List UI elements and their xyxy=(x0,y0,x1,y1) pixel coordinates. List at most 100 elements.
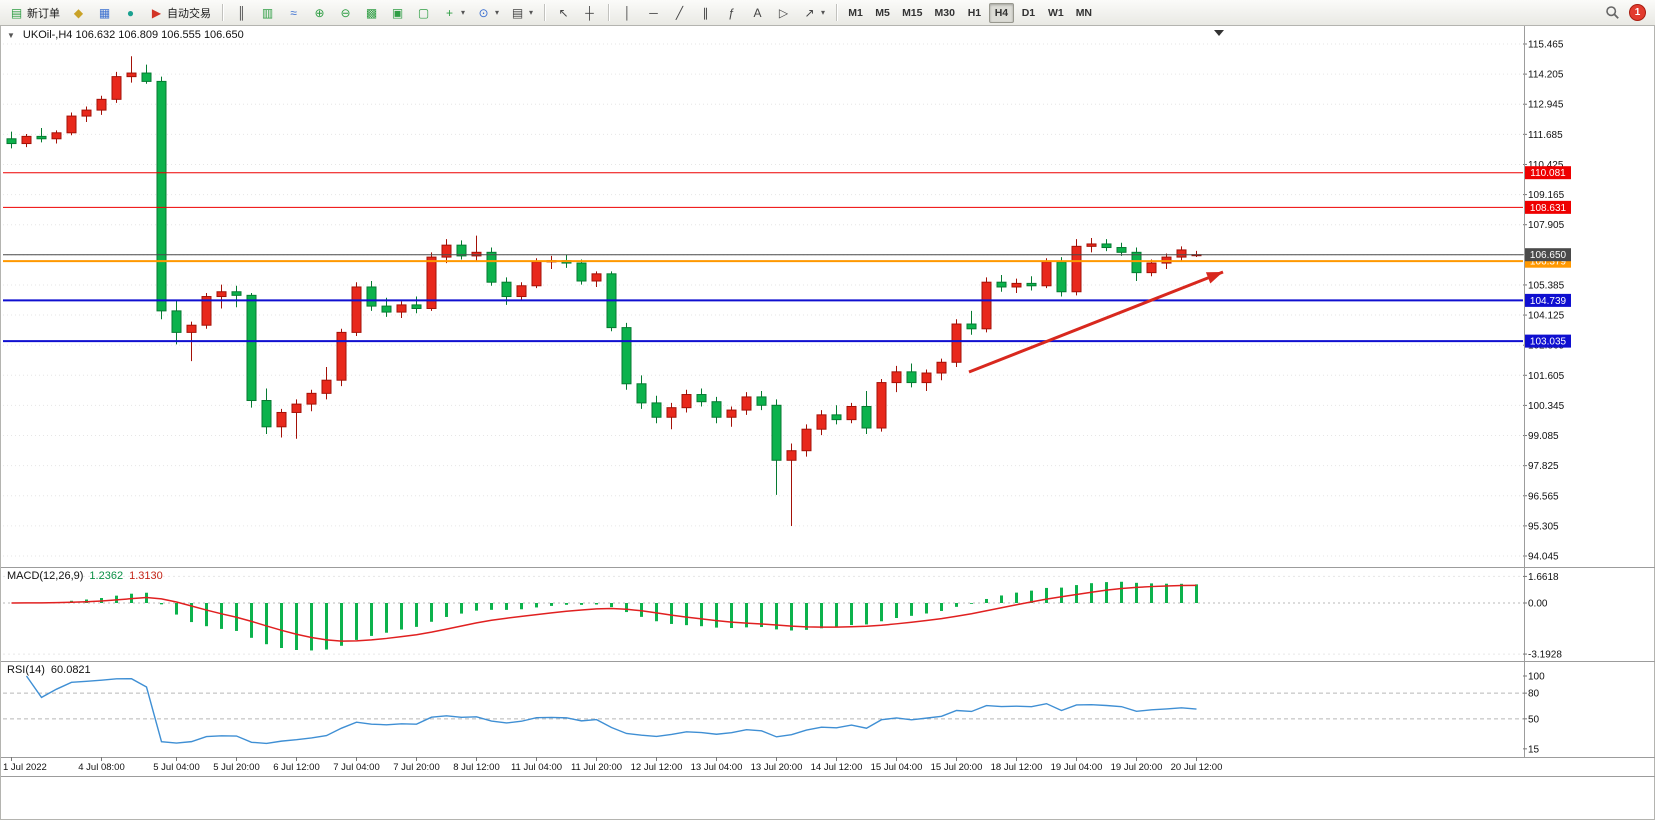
timeframe-button-h4[interactable]: H4 xyxy=(988,2,1014,23)
candle[interactable] xyxy=(906,371,917,384)
timeframe-button-d1[interactable]: D1 xyxy=(1016,3,1041,23)
macd-signal-line[interactable] xyxy=(11,584,1197,642)
candle[interactable] xyxy=(276,411,287,428)
cascade-windows-button[interactable]: ▢ xyxy=(411,3,436,23)
candle[interactable] xyxy=(591,273,602,282)
text-tool-button[interactable]: A xyxy=(745,3,770,23)
macd-histogram[interactable] xyxy=(12,581,1198,651)
candle[interactable] xyxy=(726,409,737,418)
candle[interactable] xyxy=(621,327,632,385)
crosshair-tool-button[interactable]: ┼ xyxy=(577,3,602,23)
candle[interactable] xyxy=(951,323,962,363)
candle[interactable] xyxy=(936,361,947,374)
candle[interactable] xyxy=(1101,243,1112,249)
fibonacci-tool-button[interactable]: ƒ xyxy=(719,3,744,23)
periods-button[interactable]: ⊙ ▾ xyxy=(471,3,504,23)
vertical-line-tool-button[interactable]: │ xyxy=(615,3,640,23)
candle[interactable] xyxy=(981,281,992,330)
cursor-tool-button[interactable]: ↖ xyxy=(551,3,576,23)
market-watch-button[interactable]: ◆ xyxy=(66,3,91,23)
candle[interactable] xyxy=(456,244,467,257)
timeframe-button-w1[interactable]: W1 xyxy=(1043,3,1069,23)
candle[interactable] xyxy=(666,407,677,418)
candle[interactable] xyxy=(291,403,302,413)
line-chart-mode-button[interactable]: ≈ xyxy=(281,3,306,23)
candle[interactable] xyxy=(1011,282,1022,288)
candle[interactable] xyxy=(21,135,32,145)
templates-button[interactable]: ▤ ▾ xyxy=(505,3,538,23)
search-icon[interactable] xyxy=(1605,5,1620,20)
candle[interactable] xyxy=(786,450,797,461)
candle[interactable] xyxy=(966,323,977,330)
candle[interactable] xyxy=(381,305,392,313)
rsi-line[interactable] xyxy=(25,675,1197,745)
navigator-button[interactable]: ● xyxy=(118,3,143,23)
one-click-trading-toggle[interactable]: ▼ xyxy=(7,30,15,40)
candle[interactable] xyxy=(696,394,707,403)
candle[interactable] xyxy=(261,400,272,428)
candle[interactable] xyxy=(426,256,437,309)
candle[interactable] xyxy=(681,394,692,409)
candle[interactable] xyxy=(321,379,332,394)
candle[interactable] xyxy=(66,115,77,134)
candle[interactable] xyxy=(711,401,722,418)
candle[interactable] xyxy=(996,281,1007,288)
candle[interactable] xyxy=(1071,245,1082,293)
candle[interactable] xyxy=(846,405,857,421)
candle[interactable] xyxy=(1116,247,1127,253)
candle[interactable] xyxy=(1161,256,1172,264)
candle[interactable] xyxy=(1146,262,1157,274)
candle[interactable] xyxy=(231,291,242,296)
bar-chart-mode-button[interactable]: ║ xyxy=(229,3,254,23)
candle[interactable] xyxy=(576,262,587,282)
chart-canvas[interactable]: 115.465 114.205 112.945 111.685 110.425 109.1… xyxy=(1,26,1655,820)
candle[interactable] xyxy=(186,324,197,333)
candle[interactable] xyxy=(861,405,872,429)
candle[interactable] xyxy=(96,98,107,111)
candle[interactable] xyxy=(36,135,47,140)
candle[interactable] xyxy=(756,396,767,406)
candle[interactable] xyxy=(366,286,377,307)
candle[interactable] xyxy=(771,404,782,461)
candle[interactable] xyxy=(876,382,887,429)
grid-toggle-button[interactable]: ▩ xyxy=(359,3,384,23)
candle[interactable] xyxy=(171,310,182,333)
timeframe-button-m5[interactable]: M5 xyxy=(870,3,895,23)
timeframe-button-m1[interactable]: M1 xyxy=(843,3,868,23)
candle[interactable] xyxy=(516,285,527,298)
trendline-tool-button[interactable]: ╱ xyxy=(667,3,692,23)
candle[interactable] xyxy=(411,304,422,309)
candle[interactable] xyxy=(201,296,212,326)
timeframe-button-m15[interactable]: M15 xyxy=(897,3,927,23)
horizontal-line-tool-button[interactable]: ─ xyxy=(641,3,666,23)
candle[interactable] xyxy=(141,72,152,82)
candle[interactable] xyxy=(396,304,407,313)
time-axis[interactable]: 1 Jul 2022 4 Jul 08:00 5 Jul 04:00 5 Jul 20… xyxy=(3,757,1222,773)
candle[interactable] xyxy=(111,76,122,100)
autotrading-button[interactable]: ▶ 自动交易 xyxy=(144,3,216,23)
chart-shift-marker[interactable] xyxy=(1214,30,1224,36)
candlestick-series[interactable] xyxy=(6,56,1202,527)
tile-windows-button[interactable]: ▣ xyxy=(385,3,410,23)
timeframe-button-m30[interactable]: M30 xyxy=(930,3,960,23)
candle[interactable] xyxy=(1086,243,1097,247)
candle[interactable] xyxy=(51,132,62,140)
notification-badge[interactable]: 1 xyxy=(1629,4,1646,21)
trend-arrow[interactable] xyxy=(968,270,1224,374)
channel-tool-button[interactable]: ∥ xyxy=(693,3,718,23)
candle[interactable] xyxy=(246,294,257,402)
candle[interactable] xyxy=(1176,249,1187,258)
label-tool-button[interactable]: ▷ xyxy=(771,3,796,23)
candle[interactable] xyxy=(531,261,542,287)
candle[interactable] xyxy=(1056,261,1067,293)
candle[interactable] xyxy=(651,402,662,418)
candle[interactable] xyxy=(636,383,647,404)
new-order-button[interactable]: ▤ 新订单 xyxy=(4,3,65,23)
candle[interactable] xyxy=(486,251,497,283)
candle[interactable] xyxy=(471,251,482,257)
candle[interactable] xyxy=(501,281,512,298)
candlestick-mode-button[interactable]: ▥ xyxy=(255,3,280,23)
candle[interactable] xyxy=(831,414,842,421)
candle[interactable] xyxy=(816,414,827,430)
candle[interactable] xyxy=(1131,251,1142,274)
